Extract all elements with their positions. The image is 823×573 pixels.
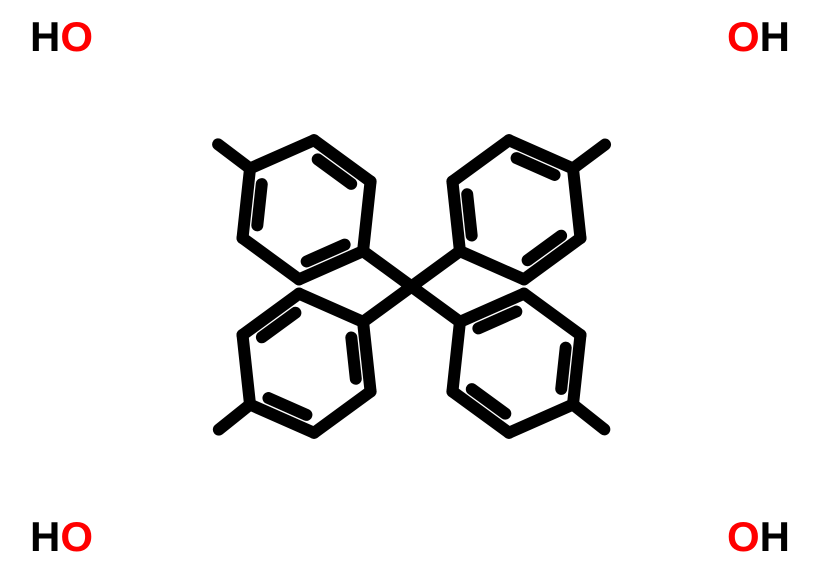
hydroxyl-label: OH <box>727 513 790 560</box>
hydroxyl-label: OH <box>727 13 790 60</box>
hydroxyl-label: HO <box>30 13 93 60</box>
molecule-diagram: HO HO OH OH <box>0 0 823 573</box>
hydroxyl-label: HO <box>30 513 93 560</box>
